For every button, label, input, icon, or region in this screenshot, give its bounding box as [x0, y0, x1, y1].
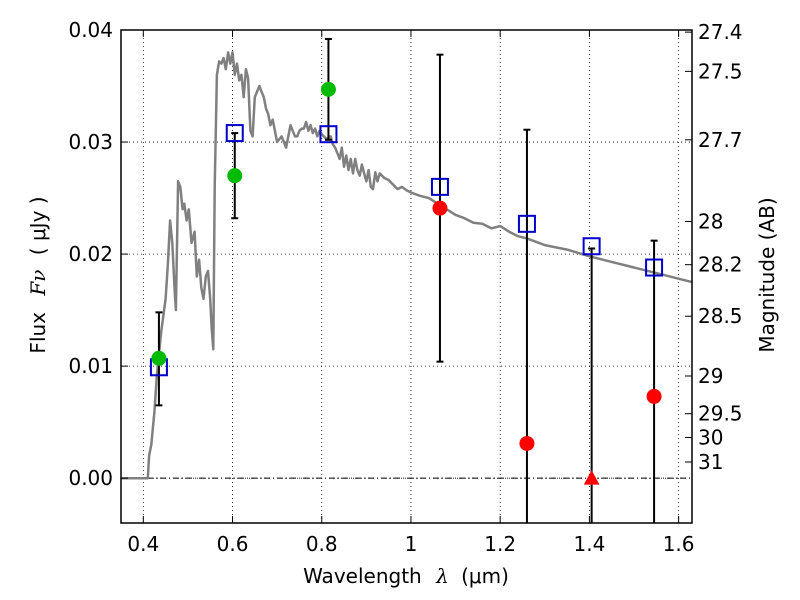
- model-square-marker: [319, 125, 338, 144]
- mag-tick-label: 27.5: [698, 59, 743, 83]
- x-tick-label: 1: [405, 532, 418, 556]
- x-tick-label: 0.4: [127, 532, 159, 556]
- x-tick-label: 1.4: [573, 532, 605, 556]
- mag-tick-label: 28.2: [698, 253, 743, 277]
- mag-tick-label: 29.5: [698, 402, 743, 426]
- non-detection-point: [432, 200, 448, 216]
- upper-limit-triangle: [583, 470, 600, 485]
- mag-tick-label: 29: [698, 364, 723, 388]
- model-square-marker: [582, 237, 601, 256]
- x-axis-unit: (μm): [461, 564, 509, 588]
- non-detection-point: [646, 388, 662, 404]
- axis-ticks: 0.4 0.6 0.8 1 1.2 1.4 1.6 0.00 0.01 0.02 0.03 0.04 2…: [68, 18, 742, 556]
- x-tick-label: 1.6: [663, 532, 695, 556]
- y-tick-label: 0.02: [68, 242, 113, 266]
- x-axis-label-text: Wavelength: [303, 564, 422, 588]
- x-tick-label: 0.8: [306, 532, 338, 556]
- mag-tick-label: 28.5: [698, 304, 743, 328]
- mag-tick-label: 31: [698, 450, 723, 474]
- y-axis-label-text: Flux: [26, 312, 50, 354]
- y-tick-label: 0.03: [68, 130, 113, 154]
- model-square-marker: [517, 214, 536, 233]
- mag-tick-label: 28: [698, 210, 723, 234]
- model-square-marker: [645, 258, 664, 277]
- mag-tick-label: 30: [698, 426, 723, 450]
- plot-series: [121, 37, 693, 523]
- detection-point: [320, 81, 336, 97]
- y2-axis-label: Magnitude (AB): [755, 197, 779, 352]
- x-tick-label: 0.6: [217, 532, 249, 556]
- sed-template-line: [121, 51, 693, 480]
- y-tick-label: 0.01: [68, 354, 113, 378]
- non-detection-point: [519, 435, 535, 451]
- x-tick-label: 1.2: [484, 532, 516, 556]
- y-axis-unit: ( μJy ): [26, 196, 50, 255]
- x-axis-label: Wavelength λ (μm): [303, 564, 509, 588]
- y-tick-label: 0.00: [68, 466, 113, 490]
- detection-point: [227, 168, 243, 184]
- model-square-marker: [225, 124, 244, 143]
- y-tick-label: 0.04: [68, 18, 113, 42]
- detection-point: [151, 350, 167, 366]
- mag-tick-label: 27.7: [698, 128, 743, 152]
- y-axis-symbol: Fν: [26, 270, 50, 297]
- y-axis-label: Flux Fν ( μJy ): [26, 196, 50, 353]
- plot-frame: [120, 29, 693, 524]
- mag-tick-label: 27.4: [698, 20, 743, 44]
- x-axis-symbol: λ: [435, 564, 449, 588]
- model-square-marker: [430, 177, 449, 196]
